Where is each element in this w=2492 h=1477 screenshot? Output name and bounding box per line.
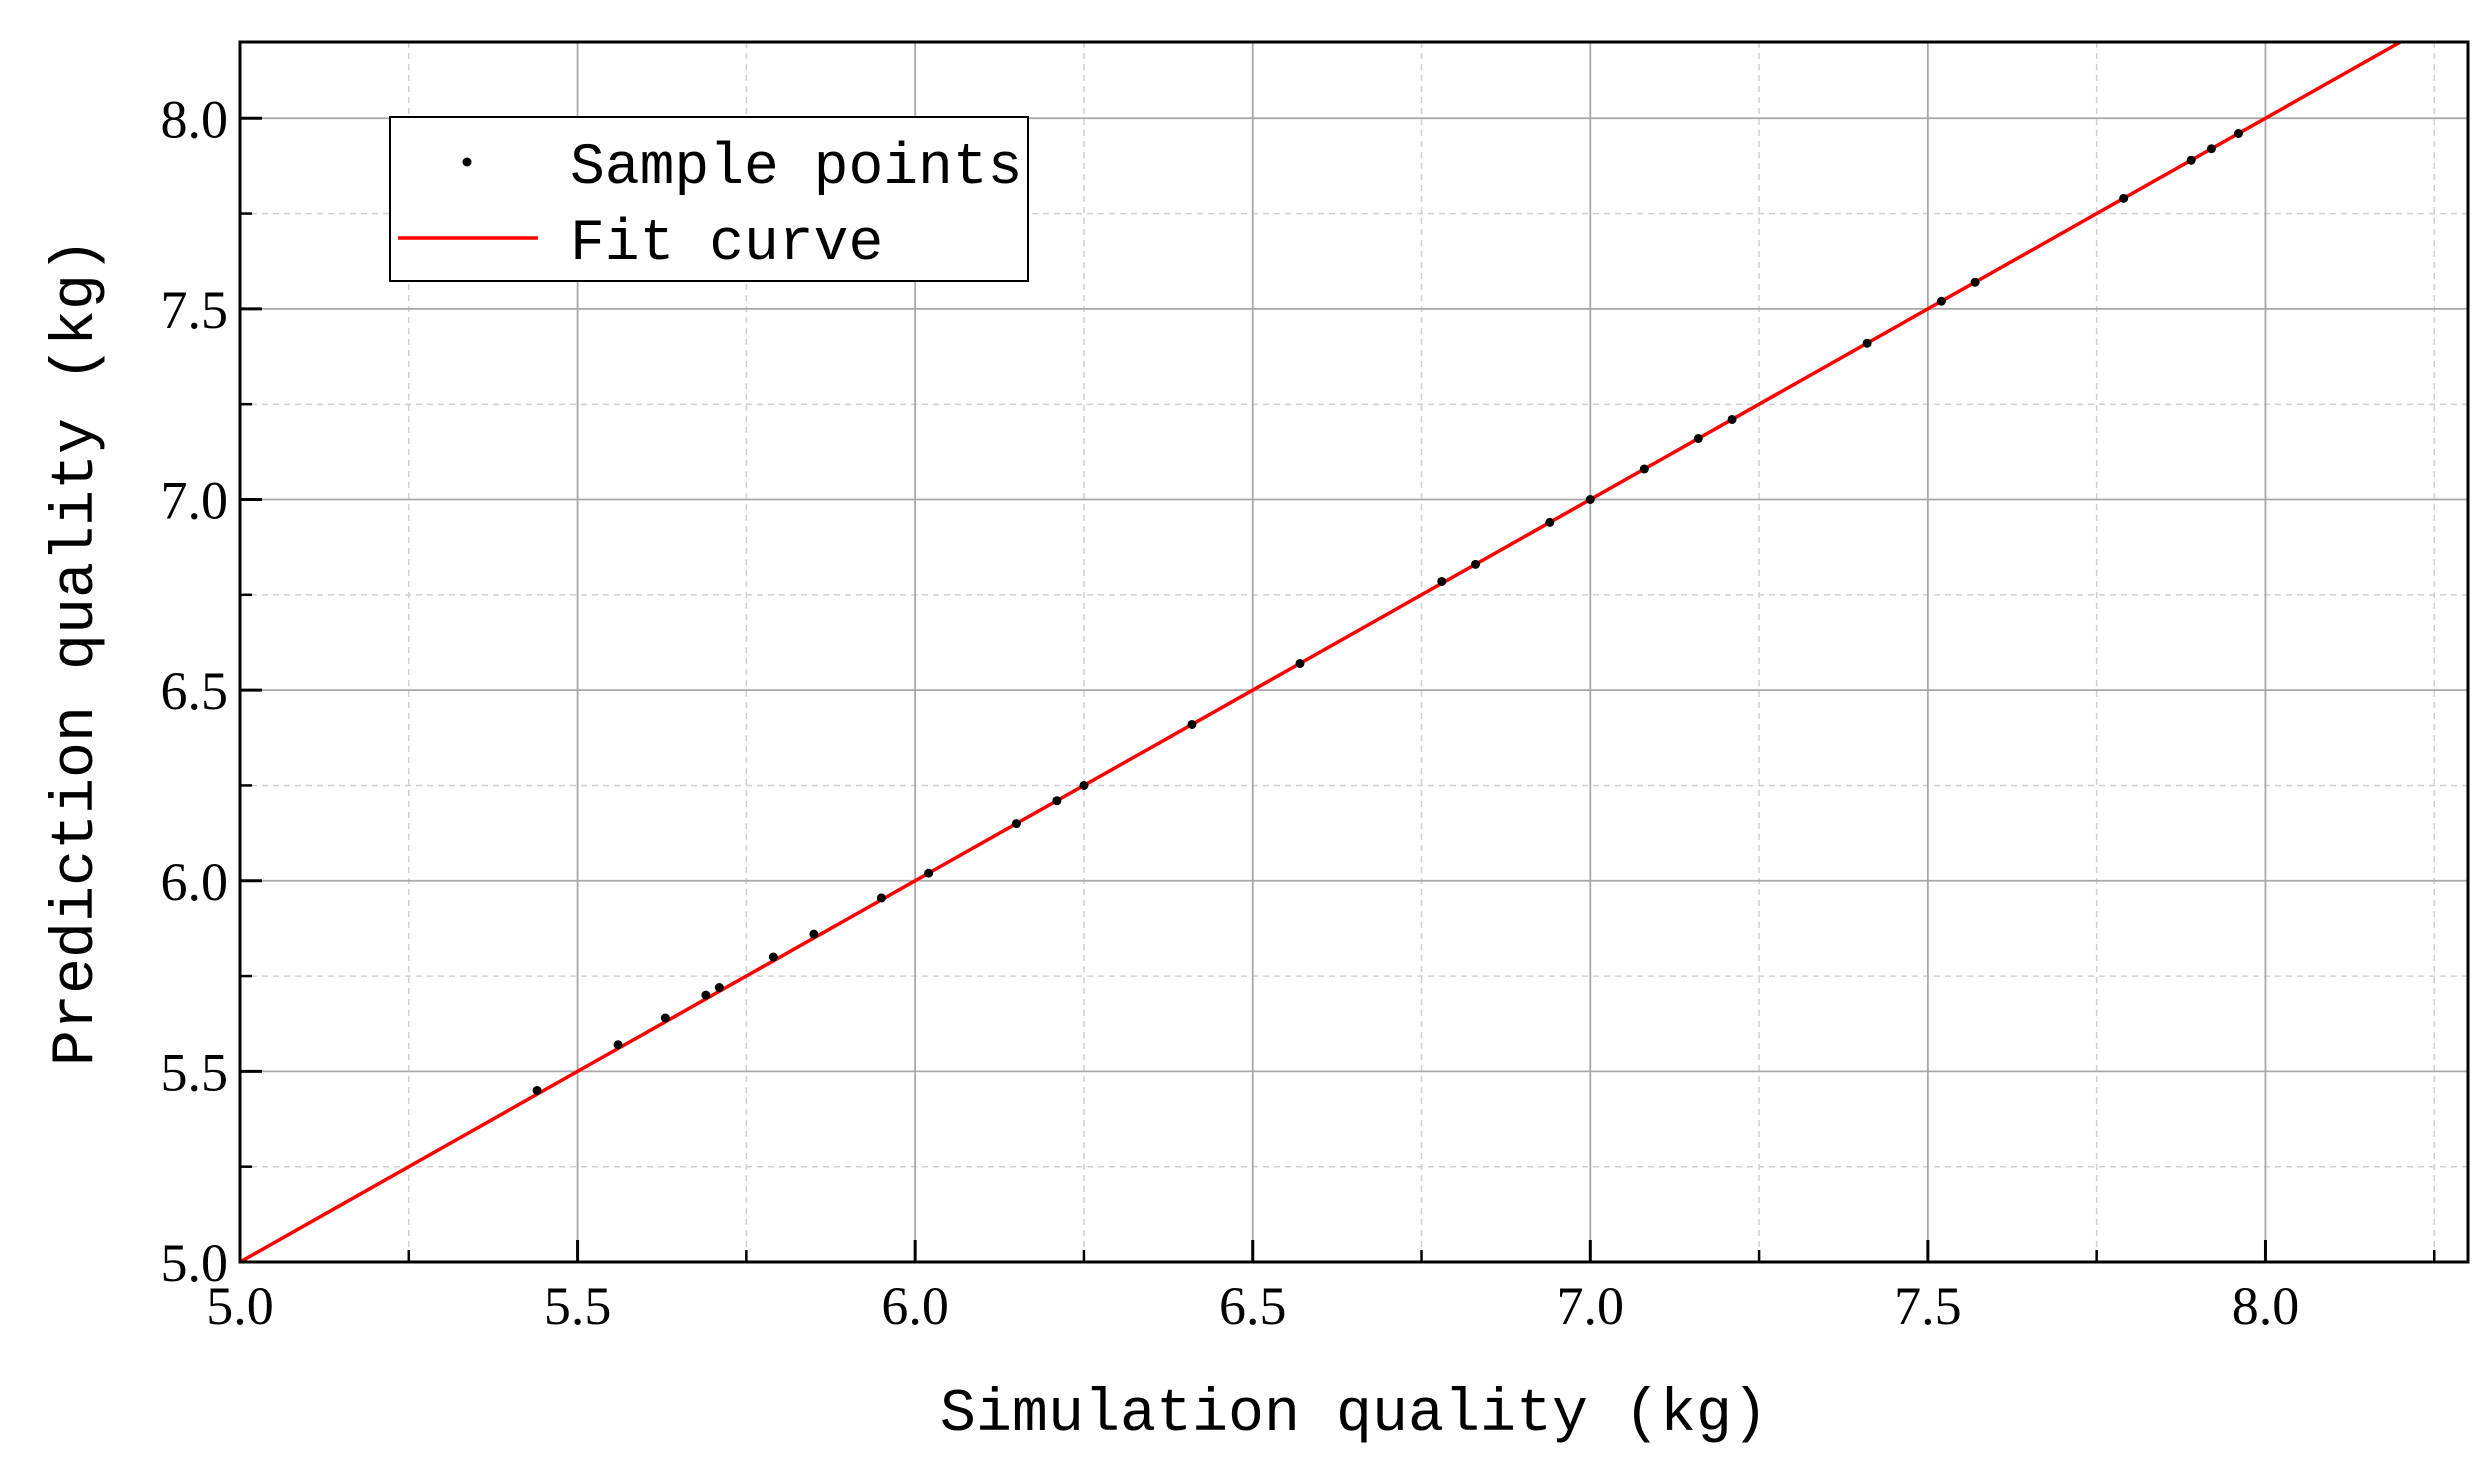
- sample-point: [1862, 338, 1872, 348]
- x-tick-label: 6.0: [881, 1276, 949, 1336]
- x-tick-labels: 5.0 5.5 6.0 6.5 7.0 7.5 8.0: [206, 1276, 2299, 1336]
- sample-point: [701, 990, 711, 1000]
- y-tick-label: 5.5: [161, 1042, 229, 1102]
- y-tick-label: 5.0: [161, 1233, 229, 1293]
- x-tick-label: 5.5: [544, 1276, 612, 1336]
- x-tick-label: 6.5: [1219, 1276, 1287, 1336]
- sample-point: [1727, 414, 1737, 424]
- x-tick-label: 5.0: [206, 1276, 274, 1336]
- sample-point: [660, 1013, 670, 1023]
- plot-frame: [238, 40, 2470, 1264]
- sample-point: [1471, 559, 1481, 569]
- y-axis-label: Prediction quality (kg): [43, 238, 111, 1066]
- sample-point: [1585, 495, 1595, 504]
- y-tick-label: 7.5: [161, 280, 229, 340]
- legend: Sample points Fit curve: [389, 116, 1029, 282]
- legend-label-sample-points: Sample points: [570, 136, 1022, 201]
- fit-curve-layer: [239, 40, 2402, 1264]
- sample-points-layer: [532, 129, 2243, 1095]
- sample-point: [1936, 296, 1946, 306]
- sample-point: [809, 929, 819, 939]
- y-tick-label: 8.0: [161, 89, 229, 149]
- sample-point: [1295, 658, 1305, 668]
- sample-point: [1545, 517, 1555, 527]
- legend-box: [389, 116, 1029, 282]
- fit-curve-line: [239, 40, 2402, 1264]
- x-tick-label: 7.0: [1557, 1276, 1625, 1336]
- sample-point: [2186, 155, 2196, 165]
- sample-point: [1437, 576, 1447, 586]
- sample-point: [2206, 144, 2216, 154]
- sample-point: [2119, 193, 2129, 203]
- sample-point: [1011, 819, 1021, 829]
- sample-point: [532, 1085, 542, 1095]
- y-tick-label: 6.0: [161, 852, 229, 912]
- sample-point: [2233, 129, 2243, 138]
- x-tick-label: 7.5: [1894, 1276, 1962, 1336]
- sample-point: [876, 893, 886, 903]
- x-axis-label: Simulation quality (kg): [940, 1381, 1768, 1449]
- sample-point: [924, 868, 934, 878]
- axis-ticks: [238, 116, 2436, 1264]
- y-tick-labels: 5.0 5.5 6.0 6.5 7.0 7.5 8.0: [161, 89, 229, 1293]
- sample-point: [1639, 464, 1649, 474]
- sample-point: [1693, 434, 1703, 443]
- sample-point: [1970, 277, 1980, 287]
- y-tick-label: 6.5: [161, 661, 229, 721]
- sample-point: [714, 983, 724, 992]
- y-tick-label: 7.0: [161, 471, 229, 531]
- sample-point: [613, 1040, 623, 1050]
- legend-label-fit-curve: Fit curve: [570, 212, 883, 277]
- sample-point: [1079, 780, 1089, 790]
- sample-point: [768, 952, 778, 962]
- sample-point: [1187, 719, 1197, 729]
- x-tick-label: 8.0: [2232, 1276, 2300, 1336]
- sample-point: [1052, 796, 1062, 806]
- legend-sample-points-marker: [462, 157, 472, 167]
